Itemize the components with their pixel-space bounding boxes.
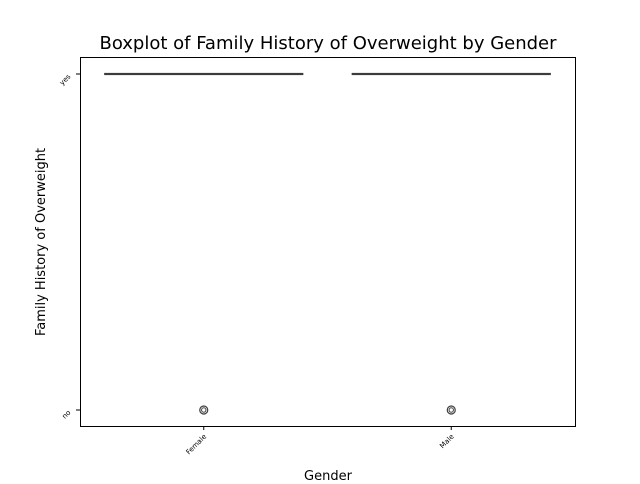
y-tick-label: no xyxy=(61,409,73,421)
chart-marks: no yes Female Male xyxy=(58,73,551,457)
plot-area-frame xyxy=(80,57,576,427)
outlier-point xyxy=(199,405,209,415)
chart-title: Boxplot of Family History of Overweight … xyxy=(99,33,557,54)
outlier-point xyxy=(446,405,456,415)
x-axis-label: Gender xyxy=(304,469,353,480)
outlier-point-overlap xyxy=(448,407,454,413)
x-tick-label: Male xyxy=(438,433,455,450)
outlier-point-overlap xyxy=(201,407,207,413)
y-axis-label: Family History of Overweight xyxy=(34,148,49,336)
x-tick-label: Female xyxy=(185,433,209,457)
y-tick-label: yes xyxy=(58,73,72,87)
